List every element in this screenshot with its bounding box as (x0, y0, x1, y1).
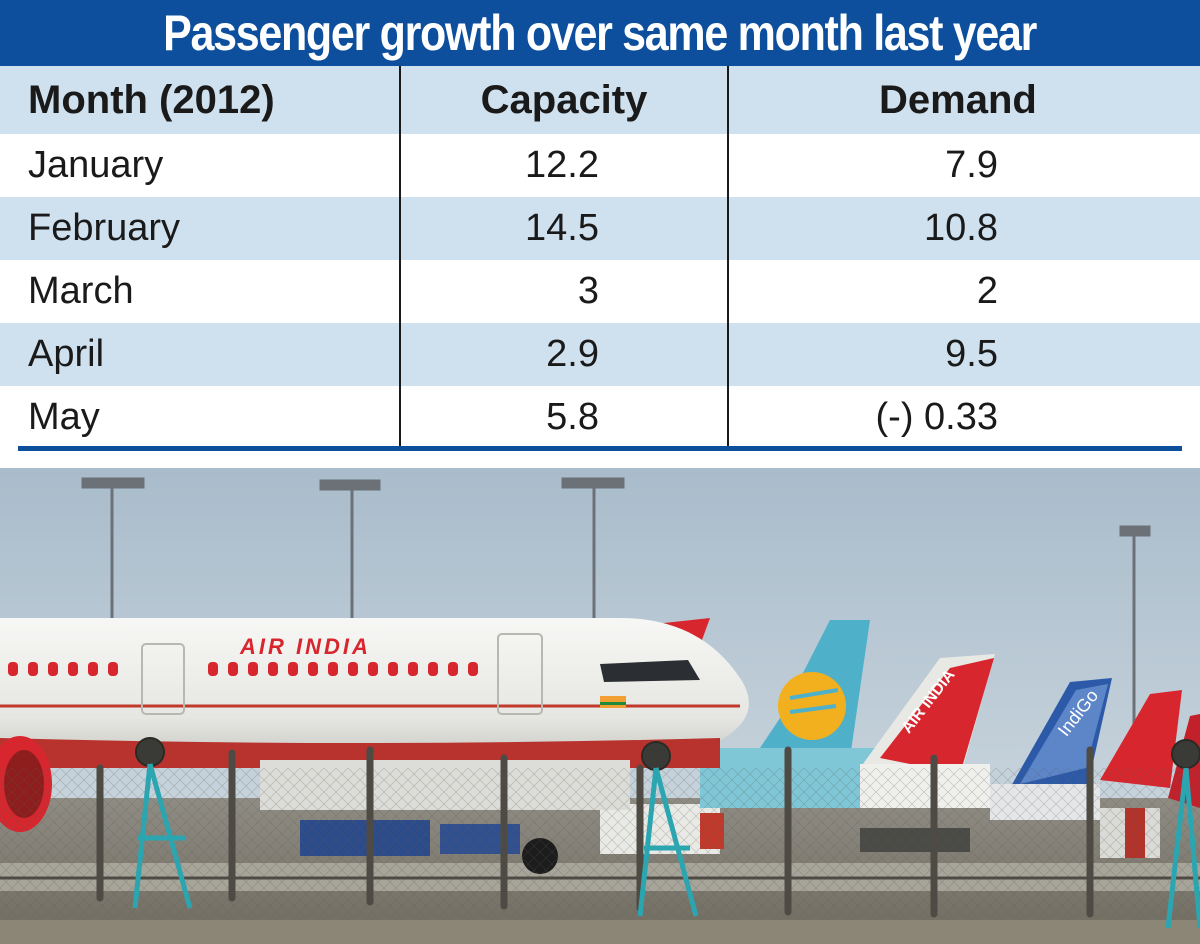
floodlight-masts (81, 477, 1151, 728)
capacity-cell: 2.9 (399, 323, 728, 386)
demand-cell: 10.8 (727, 197, 1200, 260)
capacity-cell: 5.8 (399, 386, 728, 449)
table-row: February 14.5 10.8 (0, 197, 1200, 260)
capacity-cell: 14.5 (399, 197, 728, 260)
table-header-row: Month (2012) Capacity Demand (0, 66, 1200, 134)
airport-apron-photo: AIR INDIA IndiGo AIR INDIA (0, 468, 1200, 944)
cabin-windows (8, 662, 478, 676)
column-header-capacity: Capacity (399, 66, 728, 134)
passenger-growth-table: Month (2012) Capacity Demand January 12.… (0, 66, 1200, 449)
month-cell: May (28, 396, 100, 438)
capacity-cell: 12.2 (399, 134, 728, 197)
table-row: May 5.8 (-) 0.33 (0, 386, 1200, 449)
fence-mesh (0, 768, 1200, 918)
month-cell: February (28, 207, 181, 249)
month-cell: March (28, 270, 134, 312)
table-row: March 3 2 (0, 260, 1200, 323)
table-row: January 12.2 7.9 (0, 134, 1200, 197)
month-cell: April (28, 333, 105, 375)
table-bottom-rule (18, 446, 1182, 451)
demand-cell: 7.9 (727, 134, 1200, 197)
title-bar: Passenger growth over same month last ye… (0, 0, 1200, 66)
aircraft-livery-text: AIR INDIA (239, 634, 371, 659)
demand-cell: (-) 0.33 (727, 386, 1200, 449)
column-header-month: Month (2012) (28, 77, 275, 122)
column-header-demand: Demand (727, 66, 1200, 134)
table-title: Passenger growth over same month last ye… (163, 5, 1037, 61)
teal-light-stands (132, 737, 1200, 929)
capacity-cell: 3 (399, 260, 728, 323)
demand-cell: 9.5 (727, 323, 1200, 386)
demand-cell: 2 (727, 260, 1200, 323)
month-cell: January (28, 144, 164, 186)
table-row: April 2.9 9.5 (0, 323, 1200, 386)
